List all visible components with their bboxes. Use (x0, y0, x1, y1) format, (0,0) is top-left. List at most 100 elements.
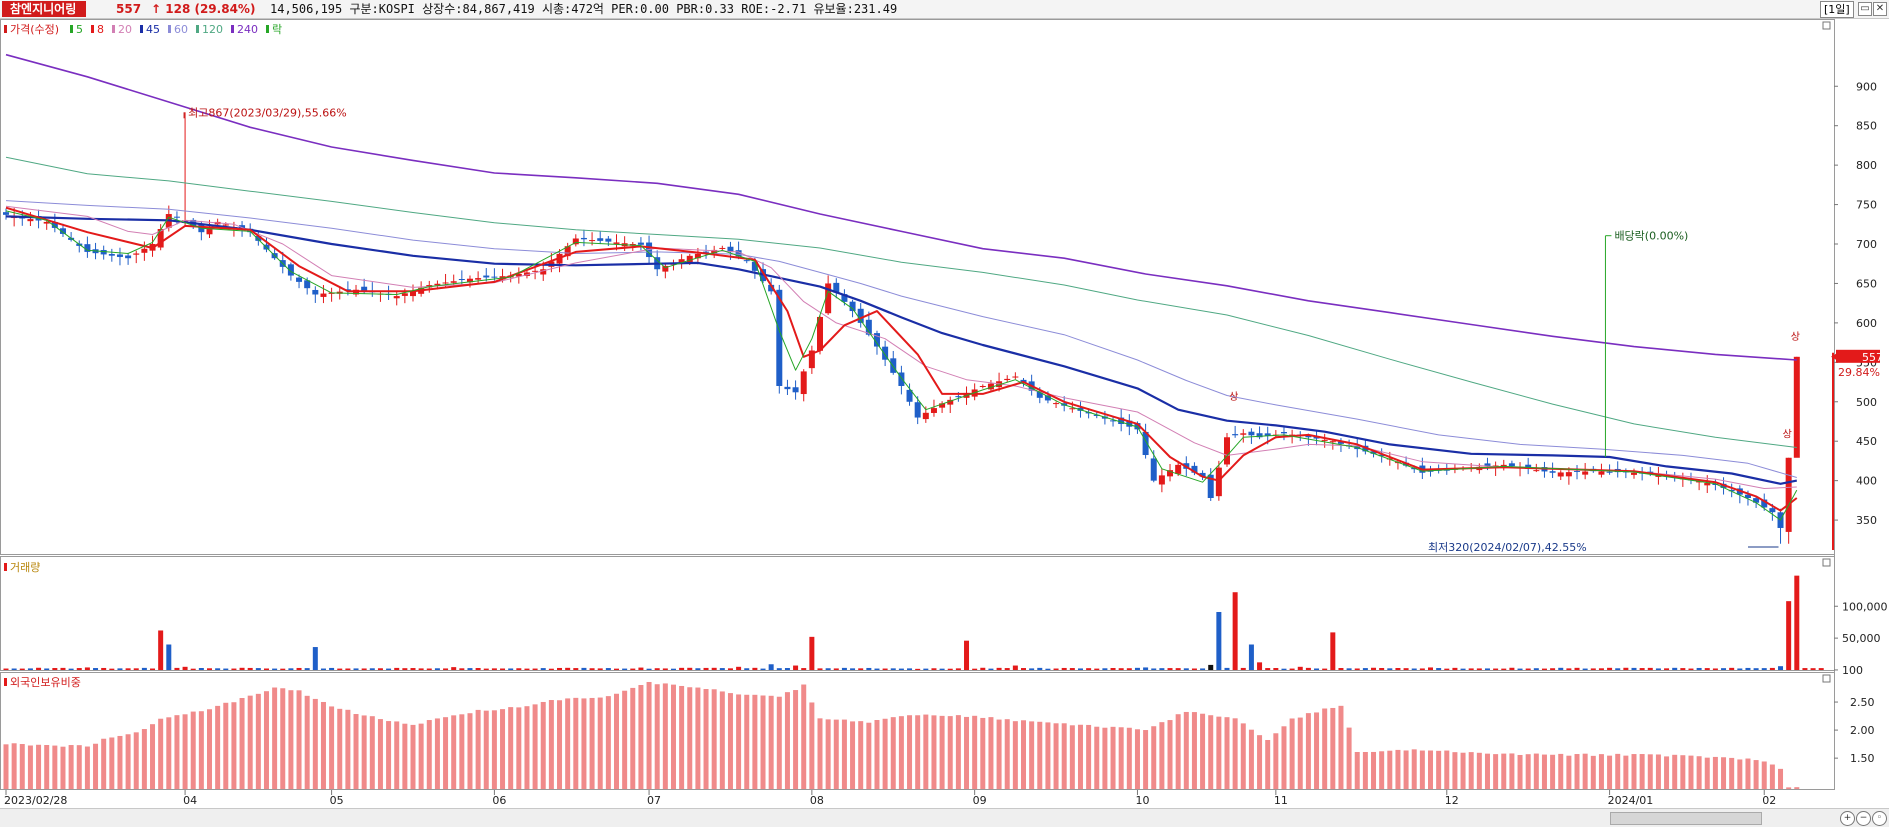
foreign-bar (27, 745, 33, 789)
foreign-bar (1346, 727, 1352, 789)
volume-bar (524, 668, 530, 670)
candle-body (1549, 471, 1556, 473)
foreign-bar (1387, 750, 1393, 789)
volume-bar (459, 668, 465, 670)
volume-bar (1769, 667, 1775, 670)
x-tick-label: 05 (330, 794, 344, 807)
dividend-annotation: 배당락(0.00%) (1614, 230, 1688, 243)
foreign-bar (695, 687, 701, 789)
foreign-bar (141, 729, 147, 789)
foreign-bar (190, 711, 196, 789)
axes: 9008508007507006506005505004504003505572… (4, 80, 1888, 807)
price-tick-label: 800 (1856, 159, 1877, 172)
volume-bar (1411, 668, 1417, 670)
up-arrow-icon: ↑ (151, 2, 162, 16)
price-pane: 가격(수정) 5 8 20 45 60 120 240 락최고867(2023/03/29),5… (3, 23, 1800, 554)
volume-bar (52, 668, 58, 670)
price-tick-label: 600 (1856, 317, 1877, 330)
candle-body (882, 346, 889, 360)
foreign-bar (150, 724, 156, 789)
volume-bar (11, 668, 17, 670)
candle-body (1631, 472, 1637, 475)
volume-bar (1509, 667, 1515, 670)
candle-body (1329, 441, 1336, 443)
volume-bar (923, 668, 929, 670)
foreign-bar (296, 690, 302, 789)
last-price-value: 557 (1862, 351, 1883, 364)
foreign-bar (1639, 754, 1645, 789)
volume-bar (1379, 667, 1385, 670)
scroll-thumb[interactable] (1610, 812, 1762, 825)
volume-bar (1094, 668, 1100, 670)
zoom-reset-icon[interactable]: ◦ (1872, 811, 1887, 826)
foreign-bar (1118, 727, 1124, 789)
foreign-bar (996, 719, 1002, 789)
foreign-tick-label: 2.50 (1850, 696, 1875, 709)
volume-bar (1761, 668, 1767, 670)
volume-bar (760, 668, 766, 670)
foreign-bar (882, 718, 888, 789)
foreign-bar (614, 693, 619, 789)
foreign-bar (1216, 716, 1222, 789)
candle-body (1191, 465, 1198, 473)
foreign-bar (1012, 721, 1018, 789)
volume-bar (532, 668, 538, 670)
foreign-bar (1257, 735, 1263, 789)
foreign-bar (1786, 787, 1792, 789)
volume-bar (1240, 667, 1246, 670)
legend-ma-60: 60 (174, 23, 188, 36)
foreign-bar (1778, 768, 1784, 789)
candle-body (450, 281, 457, 283)
volume-bar (1680, 668, 1686, 670)
volume-bar (776, 668, 782, 670)
volume-bar (1395, 668, 1401, 670)
volume-bar (443, 668, 449, 670)
volume-bar (1086, 668, 1092, 670)
last-price-pointer (1831, 353, 1836, 360)
foreign-bar (1623, 755, 1629, 789)
restore-icon[interactable]: ▭ (1858, 2, 1872, 16)
volume-bar (907, 668, 913, 670)
foreign-bar (1541, 754, 1547, 789)
foreign-bar (1615, 753, 1621, 789)
foreign-bar (304, 695, 310, 789)
volume-bar (597, 668, 603, 670)
volume-bar (1729, 667, 1735, 670)
zoom-in-icon[interactable]: + (1840, 811, 1855, 826)
foreign-bar (198, 711, 204, 789)
close-icon[interactable]: ✕ (1873, 2, 1887, 16)
foreign-bar (972, 715, 978, 789)
scroll-bar[interactable]: + − ◦ (0, 808, 1889, 827)
period-button[interactable]: [1일] (1820, 1, 1854, 18)
foreign-bar (1696, 756, 1702, 789)
volume-bar (1517, 668, 1523, 670)
candle-body (792, 387, 799, 393)
volume-bar (1468, 668, 1474, 670)
volume-bar (1248, 644, 1254, 670)
volume-bar (1314, 668, 1320, 670)
foreign-bar (890, 717, 896, 789)
volume-bar (744, 668, 750, 670)
foreign-bar (1175, 714, 1181, 789)
volume-bar (1533, 668, 1539, 670)
foreign-bar (215, 705, 221, 789)
ma240-line (5, 53, 1797, 361)
foreign-bar (866, 722, 872, 789)
volume-bar (1655, 668, 1661, 670)
volume-bar (1200, 668, 1206, 670)
zoom-out-icon[interactable]: − (1856, 811, 1871, 826)
candle-body (1582, 471, 1589, 475)
volume-bar (1476, 668, 1482, 670)
volume-bar (1460, 668, 1466, 670)
volume-bar (1753, 668, 1759, 670)
volume-bar (1419, 668, 1425, 670)
foreign-bar (915, 715, 921, 789)
foreign-bar (939, 715, 945, 789)
candle-body (955, 396, 962, 398)
candle-body (898, 372, 905, 386)
stock-name[interactable]: 참엔지니어링 (2, 1, 87, 17)
volume-bar (996, 667, 1002, 670)
candle-body (116, 254, 123, 257)
foreign-bar (1525, 754, 1531, 789)
